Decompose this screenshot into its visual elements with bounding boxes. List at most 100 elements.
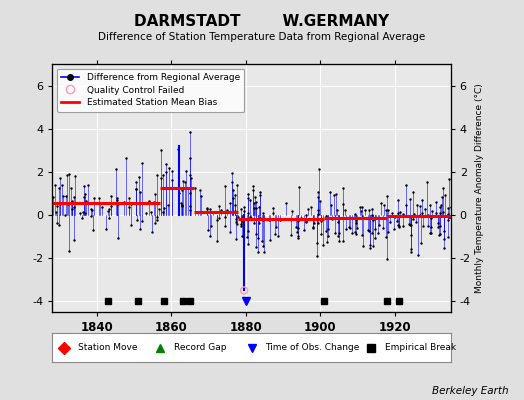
Point <box>352 230 361 237</box>
Point <box>266 237 275 243</box>
Point <box>391 214 399 221</box>
Point <box>221 183 230 190</box>
Point <box>132 179 140 185</box>
Point <box>232 236 241 242</box>
Point <box>217 207 225 214</box>
Point <box>309 225 318 231</box>
Point <box>269 210 277 216</box>
Point <box>223 206 231 213</box>
Point <box>446 204 455 210</box>
Point <box>82 198 90 204</box>
Point <box>317 231 325 238</box>
Point <box>157 175 165 182</box>
Point <box>239 214 248 220</box>
Point <box>368 205 376 212</box>
Point <box>161 161 170 168</box>
Point <box>226 229 234 236</box>
Point <box>392 218 401 224</box>
Point <box>177 203 185 210</box>
Point <box>256 189 265 196</box>
Point <box>212 217 221 224</box>
Point <box>203 206 211 212</box>
Point <box>358 243 367 249</box>
Point <box>438 194 446 200</box>
Point <box>234 214 242 220</box>
Point <box>353 225 361 231</box>
Point <box>418 197 426 204</box>
Point <box>56 175 64 182</box>
Point <box>168 168 176 174</box>
Point <box>368 242 377 249</box>
Point <box>221 223 229 229</box>
Point <box>269 205 277 211</box>
Point <box>323 226 332 232</box>
Point <box>50 182 59 188</box>
Point <box>70 193 78 200</box>
Text: Berkeley Earth: Berkeley Earth <box>432 386 508 396</box>
Point <box>231 208 239 215</box>
Point <box>55 185 63 192</box>
Point <box>259 249 268 256</box>
Point <box>249 182 257 189</box>
Point <box>331 214 339 221</box>
Point <box>399 211 408 217</box>
Point <box>215 215 223 222</box>
Point <box>406 196 414 203</box>
Point <box>141 210 150 217</box>
Point <box>428 208 436 214</box>
Point <box>254 249 262 255</box>
Point <box>282 200 290 206</box>
Point <box>413 202 421 209</box>
Point <box>394 210 402 216</box>
Point <box>374 230 383 236</box>
Point <box>396 209 404 216</box>
Point <box>122 155 130 161</box>
Point <box>244 190 253 197</box>
Point <box>425 229 434 236</box>
Point <box>125 204 133 210</box>
Point <box>90 194 99 201</box>
Text: DARMSTADT        W.GERMANY: DARMSTADT W.GERMANY <box>135 14 389 29</box>
Point <box>302 219 311 226</box>
Point <box>274 233 282 239</box>
Point <box>81 190 90 197</box>
Point <box>339 238 347 245</box>
Point <box>136 189 145 196</box>
Point <box>231 192 239 198</box>
Point <box>52 209 60 215</box>
Point <box>440 228 449 234</box>
Point <box>61 193 70 200</box>
Point <box>364 226 373 233</box>
Point <box>259 210 268 216</box>
Point <box>107 192 116 199</box>
Point <box>190 185 199 192</box>
Point <box>155 206 163 212</box>
Point <box>240 204 248 210</box>
Text: Station Move: Station Move <box>78 343 138 352</box>
Point <box>186 202 194 209</box>
Point <box>295 184 303 190</box>
Point <box>53 220 62 226</box>
Point <box>402 202 411 208</box>
Point <box>419 222 427 229</box>
Point <box>437 202 445 208</box>
Point <box>366 242 374 248</box>
Point <box>132 186 140 192</box>
Point <box>165 165 173 172</box>
Point <box>244 240 252 247</box>
Point <box>244 210 252 217</box>
Point <box>87 206 95 212</box>
Point <box>446 214 454 220</box>
Point <box>358 204 367 210</box>
Point <box>59 193 67 200</box>
Text: Record Gap: Record Gap <box>174 343 226 352</box>
Point <box>237 233 246 239</box>
Legend: Difference from Regional Average, Quality Control Failed, Estimated Station Mean: Difference from Regional Average, Qualit… <box>57 68 245 112</box>
Point <box>272 224 280 230</box>
Point <box>276 217 284 223</box>
Point <box>252 198 260 205</box>
Point <box>146 209 155 216</box>
Text: Empirical Break: Empirical Break <box>385 343 456 352</box>
Point <box>316 198 324 204</box>
Point <box>252 204 260 211</box>
